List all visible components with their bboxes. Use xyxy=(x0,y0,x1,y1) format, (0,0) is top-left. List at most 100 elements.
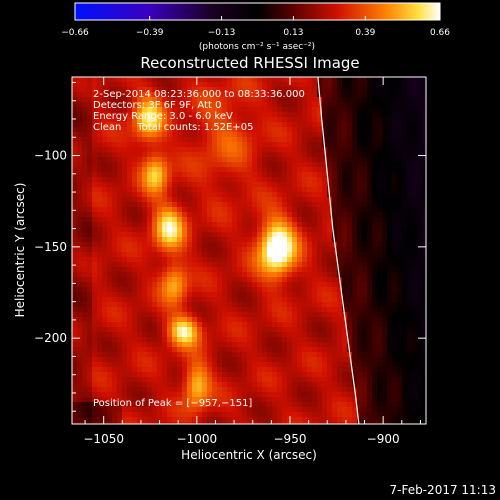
heatmap-cell xyxy=(262,382,268,388)
heatmap-cell xyxy=(312,212,318,218)
heatmap-cell xyxy=(292,112,298,118)
heatmap-cell xyxy=(122,277,128,283)
heatmap-cell xyxy=(157,77,163,83)
heatmap-cell xyxy=(72,257,78,263)
heatmap-cell xyxy=(237,157,243,163)
heatmap-cell xyxy=(232,77,238,83)
heatmap-cell xyxy=(242,277,248,283)
heatmap-cell xyxy=(107,257,113,263)
heatmap-cell xyxy=(287,402,293,408)
heatmap-cell xyxy=(262,407,268,413)
heatmap-cell xyxy=(332,167,338,173)
heatmap-cell xyxy=(402,267,408,273)
heatmap-cell xyxy=(357,267,363,273)
heatmap-cell xyxy=(272,182,278,188)
x-tick-label: −1000 xyxy=(177,432,218,446)
heatmap-cell xyxy=(182,372,188,378)
heatmap-cell xyxy=(342,252,348,258)
heatmap-cell xyxy=(72,132,78,138)
heatmap-cell xyxy=(247,417,253,423)
heatmap-cell xyxy=(252,127,258,133)
heatmap-cell xyxy=(402,372,408,378)
heatmap-cell xyxy=(322,92,328,98)
heatmap-cell xyxy=(142,272,148,278)
heatmap-cell xyxy=(142,367,148,373)
heatmap-cell xyxy=(247,232,253,238)
heatmap-cell xyxy=(72,287,78,293)
heatmap-cell xyxy=(422,287,426,293)
heatmap-cell xyxy=(347,422,353,424)
heatmap-cell xyxy=(137,242,143,248)
heatmap-cell xyxy=(347,202,353,208)
heatmap-cell xyxy=(302,292,308,298)
heatmap-cell xyxy=(327,382,333,388)
heatmap-cell xyxy=(182,317,188,323)
heatmap-cell xyxy=(322,357,328,363)
heatmap-cell xyxy=(327,332,333,338)
heatmap-cell xyxy=(197,292,203,298)
heatmap-cell xyxy=(397,317,403,323)
heatmap-cell xyxy=(367,82,373,88)
heatmap-cell xyxy=(387,147,393,153)
heatmap-cell xyxy=(407,412,413,418)
heatmap-cell xyxy=(367,162,373,168)
heatmap-cell xyxy=(97,327,103,333)
heatmap-cell xyxy=(372,412,378,418)
heatmap-cell xyxy=(172,202,178,208)
heatmap-cell xyxy=(72,322,78,328)
heatmap-cell xyxy=(157,257,163,263)
heatmap-cell xyxy=(102,357,108,363)
heatmap-cell xyxy=(252,317,258,323)
heatmap-cell xyxy=(362,282,368,288)
heatmap-cell xyxy=(97,117,103,123)
heatmap-cell xyxy=(77,222,83,228)
heatmap-cell xyxy=(422,407,426,413)
heatmap-cell xyxy=(182,277,188,283)
heatmap-cell xyxy=(102,292,108,298)
colorbar-tick-label: −0.13 xyxy=(208,28,236,38)
heatmap-cell xyxy=(167,297,173,303)
heatmap-cell xyxy=(282,337,288,343)
heatmap-cell xyxy=(132,322,138,328)
heatmap-cell xyxy=(272,342,278,348)
heatmap-cell xyxy=(352,172,358,178)
heatmap-cell xyxy=(347,407,353,413)
heatmap-cell xyxy=(327,392,333,398)
heatmap-cell xyxy=(97,357,103,363)
heatmap-cell xyxy=(357,217,363,223)
heatmap-cell xyxy=(72,327,78,333)
heatmap-cell xyxy=(217,117,223,123)
heatmap-cell xyxy=(237,272,243,278)
heatmap-cell xyxy=(377,382,383,388)
heatmap-cell xyxy=(117,287,123,293)
heatmap-cell xyxy=(417,112,423,118)
heatmap-cell xyxy=(412,407,418,413)
heatmap-cell xyxy=(267,247,273,253)
heatmap-cell xyxy=(112,172,118,178)
heatmap-cell xyxy=(172,122,178,128)
heatmap-cell xyxy=(127,382,133,388)
heatmap-cell xyxy=(127,207,133,213)
heatmap-cell xyxy=(232,142,238,148)
heatmap-cell xyxy=(152,237,158,243)
heatmap-cell xyxy=(282,412,288,418)
heatmap-cell xyxy=(127,392,133,398)
heatmap-cell xyxy=(142,202,148,208)
heatmap-cell xyxy=(207,332,213,338)
heatmap-cell xyxy=(337,402,343,408)
heatmap-cell xyxy=(212,332,218,338)
heatmap-cell xyxy=(247,382,253,388)
heatmap-cell xyxy=(247,77,253,83)
heatmap-cell xyxy=(407,397,413,403)
heatmap-cell xyxy=(82,262,88,268)
heatmap-cell xyxy=(297,177,303,183)
heatmap-cell xyxy=(192,257,198,263)
heatmap-cell xyxy=(312,407,318,413)
heatmap-cell xyxy=(242,207,248,213)
heatmap-cell xyxy=(272,122,278,128)
heatmap-cell xyxy=(347,87,353,93)
heatmap-cell xyxy=(102,367,108,373)
heatmap-cell xyxy=(327,367,333,373)
solar-limb-curve xyxy=(317,77,360,424)
heatmap-cell xyxy=(157,132,163,138)
